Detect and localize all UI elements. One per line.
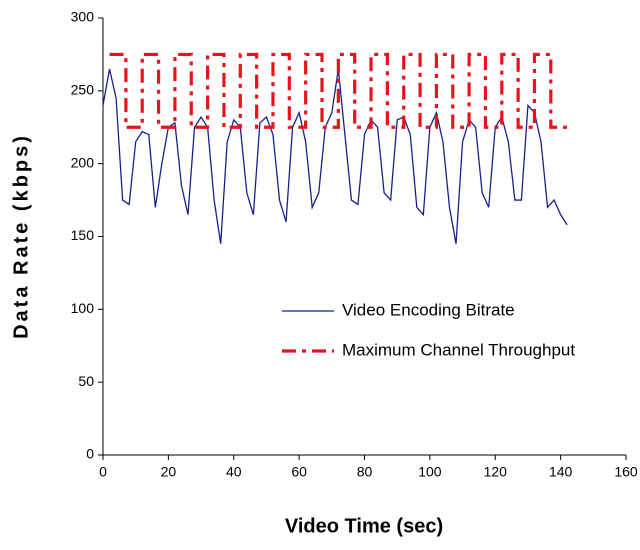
y-tick-label: 300 — [71, 9, 95, 25]
x-tick-label: 120 — [484, 464, 508, 480]
y-tick-label: 150 — [71, 227, 95, 243]
x-tick-label: 100 — [418, 464, 442, 480]
x-tick-label: 20 — [161, 464, 177, 480]
x-axis-title: Video Time (sec) — [285, 515, 443, 537]
x-tick-label: 0 — [99, 464, 107, 480]
y-axis-title: Data Rate (kbps) — [10, 133, 32, 339]
y-tick-label: 0 — [86, 446, 94, 462]
y-tick-label: 50 — [78, 373, 94, 389]
x-tick-label: 40 — [226, 464, 242, 480]
legend-text: Maximum Channel Throughput — [342, 340, 575, 359]
x-tick-label: 160 — [614, 464, 638, 480]
legend-text: Video Encoding Bitrate — [342, 300, 515, 319]
x-tick-label: 60 — [291, 464, 307, 480]
y-tick-label: 100 — [71, 300, 95, 316]
y-tick-label: 200 — [71, 154, 95, 170]
series-line — [109, 52, 568, 129]
y-tick-label: 250 — [71, 82, 95, 98]
series-line — [102, 68, 568, 244]
x-tick-label: 80 — [357, 464, 373, 480]
x-tick-label: 140 — [549, 464, 573, 480]
